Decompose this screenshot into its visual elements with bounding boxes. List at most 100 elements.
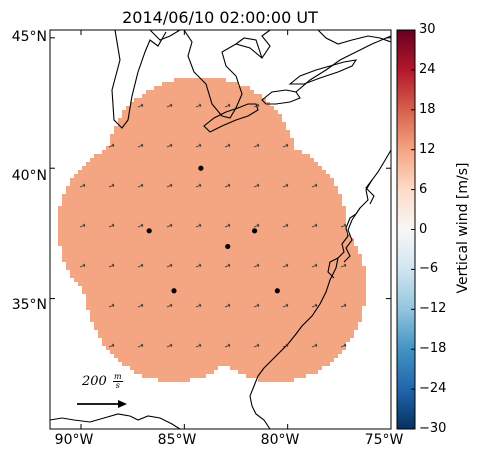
wind-vector: [340, 303, 347, 308]
wind-vector: [224, 183, 231, 188]
wind-vector: [224, 103, 231, 108]
reference-vector-value: 200: [82, 374, 107, 389]
map-frame: [49, 29, 392, 430]
wind-vector: [166, 343, 173, 348]
colorbar-tick-label-9: −24: [419, 381, 447, 397]
wind-vector: [195, 303, 202, 308]
xtick-label-80w: 80°W: [260, 432, 300, 448]
wind-vector: [195, 223, 202, 228]
wind-vector: [224, 223, 231, 228]
xtick-label-75w: 75°W: [364, 432, 404, 448]
delaware-bay: [365, 179, 375, 205]
wind-vector: [195, 343, 202, 348]
wind-vector: [282, 343, 289, 348]
radar-site-1: [146, 228, 152, 234]
lake-erie: [203, 103, 259, 133]
wind-vector: [253, 223, 260, 228]
xtick-label-85w: 85°W: [157, 432, 197, 448]
ytick-label-35: 35°N: [11, 297, 47, 313]
map-title: 2014/06/10 02:00:00 UT: [122, 8, 318, 27]
radar-site-2: [252, 228, 258, 234]
coverage-field: [58, 78, 366, 382]
wind-vector: [79, 223, 86, 228]
axis-ticks: [50, 30, 392, 429]
colorbar-tick-label-3: 12: [419, 141, 436, 157]
wind-vector: [311, 263, 318, 268]
wind-vector: [137, 103, 144, 108]
wind-vector: [224, 143, 231, 148]
anticosti-island: [288, 59, 358, 85]
wind-vector: [79, 263, 86, 268]
wind-vector: [166, 223, 173, 228]
wind-vector: [108, 343, 115, 348]
unit-numerator: m: [112, 372, 123, 382]
colorbar-tick-label-6: −6: [419, 261, 439, 277]
lake-michigan-shore: [111, 30, 167, 129]
reference-vector-unit: m s: [112, 372, 123, 390]
wind-vector: [137, 223, 144, 228]
coverage-cells: [58, 78, 366, 382]
wind-vector: [253, 143, 260, 148]
wind-vector: [340, 343, 347, 348]
xtick-label-90w: 90°W: [54, 432, 94, 448]
colorbar-tick-label-8: −18: [419, 341, 447, 357]
wind-vector: [340, 223, 347, 228]
wind-vector: [311, 343, 318, 348]
wind-vector: [282, 143, 289, 148]
colorbar-tick-label-0: 30: [419, 22, 436, 37]
atlantic-coast: [249, 149, 391, 429]
wind-vector: [137, 343, 144, 348]
lake-ontario: [261, 89, 301, 105]
wind-vector: [224, 343, 231, 348]
wind-vector: [108, 143, 115, 148]
wind-vector: [311, 183, 318, 188]
wind-vector: [108, 183, 115, 188]
ytick-label-40: 40°N: [11, 168, 47, 184]
wind-vector: [195, 143, 202, 148]
colorbar-ticks: [411, 29, 415, 430]
wind-vector: [137, 143, 144, 148]
wind-vector: [166, 263, 173, 268]
wind-vector: [195, 103, 202, 108]
colorbar-tick-label-4: 6: [419, 181, 428, 197]
gulf-coast: [50, 413, 181, 429]
st-lawrence-shore: [295, 35, 391, 93]
lake-superior-shore: [149, 30, 181, 41]
colorbar-tick-label-5: 0: [419, 221, 428, 237]
wind-vector: [253, 263, 260, 268]
gulf-shore-north: [317, 30, 391, 45]
ytick-label-45: 45°N: [11, 29, 47, 45]
reference-vector-label: 200 m s: [82, 373, 123, 390]
wind-vector: [253, 183, 260, 188]
wind-vector: [195, 183, 202, 188]
coastlines: [50, 30, 391, 429]
radar-site-4: [171, 288, 177, 294]
colorbar-tick-label-1: 24: [419, 61, 436, 77]
wind-vector: [166, 183, 173, 188]
reference-vector: [77, 400, 127, 408]
radar-sites: [146, 165, 280, 294]
wind-vector: [282, 183, 289, 188]
georgian-bay-shore: [235, 37, 263, 59]
wind-vector: [166, 103, 173, 108]
wind-vector: [311, 303, 318, 308]
radar-site-0: [198, 165, 204, 171]
wind-vector: [137, 303, 144, 308]
wind-vector: [253, 343, 260, 348]
wind-vectors: [79, 103, 347, 348]
colorbar-title: Vertical wind [m/s]: [455, 162, 471, 294]
wind-vector: [108, 223, 115, 228]
wind-vector: [166, 143, 173, 148]
wind-vector: [340, 263, 347, 268]
wind-vector: [108, 303, 115, 308]
wind-vector: [79, 183, 86, 188]
wind-vector: [282, 223, 289, 228]
wind-vector: [137, 263, 144, 268]
wind-vector: [282, 263, 289, 268]
wind-vector: [282, 303, 289, 308]
colorbar-tick-label-2: 18: [419, 101, 436, 117]
wind-vector: [253, 103, 260, 108]
wind-vector: [195, 263, 202, 268]
wind-vector: [166, 303, 173, 308]
